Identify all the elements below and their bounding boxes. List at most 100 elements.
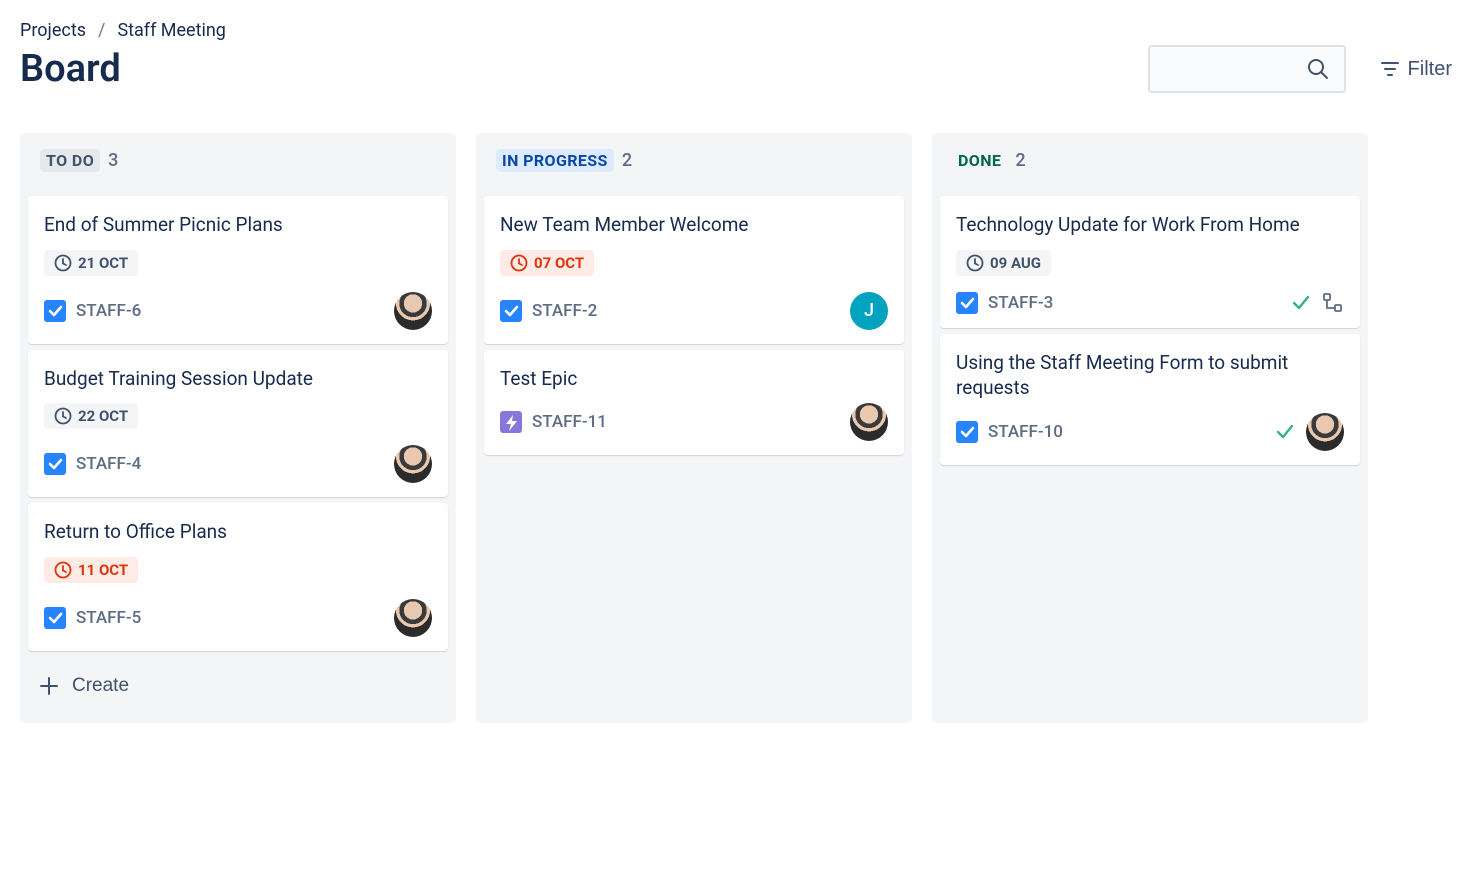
filter-icon [1380,59,1400,79]
assignee-avatar[interactable] [394,445,432,483]
search-icon [1306,57,1330,81]
card-footer-left: STAFF-2 [500,300,597,322]
breadcrumb: Projects / Staff Meeting [20,20,1458,41]
date-text: 07 OCT [534,254,584,272]
task-icon [44,453,66,475]
task-icon [956,421,978,443]
issue-key[interactable]: STAFF-5 [76,608,141,628]
card[interactable]: Test Epic STAFF-11 [484,350,904,456]
card-title: Technology Update for Work From Home [956,212,1344,238]
issue-key[interactable]: STAFF-3 [988,293,1053,313]
column-inprogress: IN PROGRESS 2 New Team Member Welcome 07 OC… [476,133,912,723]
date-badge: 21 OCT [44,250,138,276]
card-footer-left: STAFF-5 [44,607,141,629]
assignee-avatar[interactable] [394,292,432,330]
issue-key[interactable]: STAFF-10 [988,422,1063,442]
card-footer-right [1274,413,1344,451]
card-footer: STAFF-3 [956,292,1344,314]
card-footer-left: STAFF-6 [44,300,141,322]
column-done: DONE 2 Technology Update for Work From Hom… [932,133,1368,723]
issue-key[interactable]: STAFF-6 [76,301,141,321]
clock-icon [54,407,72,425]
clock-icon [54,561,72,579]
column-label: IN PROGRESS [496,149,614,172]
column-label: DONE [952,149,1007,172]
filter-button[interactable]: Filter [1374,57,1458,82]
epic-icon [500,411,522,433]
done-check-icon [1274,421,1296,443]
card-footer-left: STAFF-11 [500,411,607,433]
search-input[interactable] [1148,45,1346,93]
column-todo: TO DO 3 End of Summer Picnic Plans 21 OCT ST… [20,133,456,723]
card-footer-right [394,599,432,637]
subtask-icon [1322,292,1344,314]
card-footer-right: J [850,292,888,330]
card[interactable]: Return to Office Plans 11 OCT STAFF-5 [28,503,448,651]
card-footer-left: STAFF-3 [956,292,1053,314]
assignee-avatar[interactable]: J [850,292,888,330]
column-header: IN PROGRESS 2 [484,149,904,196]
card-title: Budget Training Session Update [44,366,432,392]
filter-label: Filter [1408,58,1452,81]
assignee-avatar[interactable] [1306,413,1344,451]
board: TO DO 3 End of Summer Picnic Plans 21 OCT ST… [20,133,1458,723]
card-footer: STAFF-6 [44,292,432,330]
assignee-avatar[interactable] [850,403,888,441]
task-icon [956,292,978,314]
date-text: 09 AUG [990,254,1041,272]
card-footer-right [850,403,888,441]
card-footer: STAFF-5 [44,599,432,637]
card-footer: STAFF-2 J [500,292,888,330]
card-footer: STAFF-4 [44,445,432,483]
card[interactable]: Using the Staff Meeting Form to submit r… [940,334,1360,465]
done-check-icon [1290,292,1312,314]
date-badge: 22 OCT [44,403,138,429]
column-header: DONE 2 [940,149,1360,196]
column-label: TO DO [40,149,100,172]
card-footer: STAFF-11 [500,403,888,441]
card-title: Test Epic [500,366,888,392]
date-badge: 11 OCT [44,557,138,583]
assignee-avatar[interactable] [394,599,432,637]
breadcrumb-project-name[interactable]: Staff Meeting [117,20,225,41]
create-label: Create [72,675,129,697]
card-title: Return to Office Plans [44,519,432,545]
card-footer-left: STAFF-10 [956,421,1063,443]
column-count: 2 [622,150,632,171]
clock-icon [966,254,984,272]
card[interactable]: Budget Training Session Update 22 OCT STAF… [28,350,448,498]
task-icon [44,300,66,322]
breadcrumb-separator: / [98,20,105,41]
card-title: Using the Staff Meeting Form to submit r… [956,350,1344,401]
date-text: 21 OCT [78,254,128,272]
issue-key[interactable]: STAFF-4 [76,454,141,474]
issue-key[interactable]: STAFF-11 [532,412,607,432]
card[interactable]: End of Summer Picnic Plans 21 OCT STAFF-6 [28,196,448,344]
task-icon [500,300,522,322]
date-text: 22 OCT [78,407,128,425]
card-title: End of Summer Picnic Plans [44,212,432,238]
breadcrumb-projects[interactable]: Projects [20,20,86,41]
plus-icon [38,675,60,697]
card-title: New Team Member Welcome [500,212,888,238]
card-footer-right [394,292,432,330]
task-icon [44,607,66,629]
date-badge: 07 OCT [500,250,594,276]
header-controls: Filter [1148,45,1458,93]
create-issue-button[interactable]: Create [28,665,448,707]
clock-icon [54,254,72,272]
column-count: 2 [1015,150,1025,171]
card-footer-right [394,445,432,483]
issue-key[interactable]: STAFF-2 [532,301,597,321]
date-text: 11 OCT [78,561,128,579]
card-footer-right [1290,292,1344,314]
column-count: 3 [108,150,118,171]
column-header: TO DO 3 [28,149,448,196]
card-footer: STAFF-10 [956,413,1344,451]
card[interactable]: New Team Member Welcome 07 OCT STAFF-2 J [484,196,904,344]
clock-icon [510,254,528,272]
date-badge: 09 AUG [956,250,1051,276]
card[interactable]: Technology Update for Work From Home 09 A… [940,196,1360,328]
page-title: Board [20,47,121,91]
card-footer-left: STAFF-4 [44,453,141,475]
